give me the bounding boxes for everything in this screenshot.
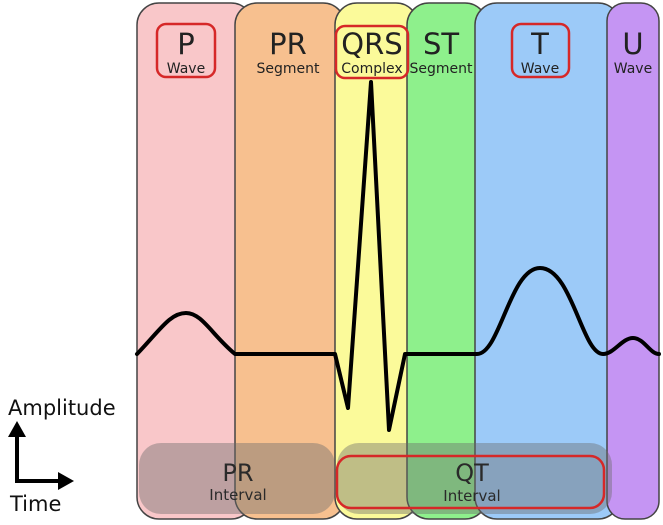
t-wave-title: T <box>530 27 549 61</box>
pr-segment-title: PR <box>269 27 307 61</box>
u-wave-title: U <box>622 27 643 61</box>
st-segment-subtitle: Segment <box>410 61 474 77</box>
pr-interval-subtitle: Interval <box>209 486 266 504</box>
segment-labels: P Wave PR Segment QRS Complex ST Segment… <box>167 27 652 77</box>
qrs-complex-title: QRS <box>341 27 402 61</box>
p-wave-subtitle: Wave <box>167 61 205 77</box>
qrs-complex-subtitle: Complex <box>341 61 402 77</box>
u-wave-subtitle: Wave <box>614 61 652 77</box>
label-highlights <box>155 22 571 80</box>
t-wave-band <box>474 2 621 520</box>
p-wave-highlight <box>155 22 217 79</box>
interval-bars <box>139 443 612 514</box>
pr-segment-subtitle: Segment <box>257 61 321 77</box>
qrs-complex-band <box>334 2 419 520</box>
t-wave-subtitle: Wave <box>521 61 559 77</box>
p-wave-title: P <box>177 27 195 61</box>
segment-bands <box>136 2 660 520</box>
ecg-trace <box>135 80 661 432</box>
x-axis-arrowhead <box>58 472 74 490</box>
y-axis-arrowhead <box>8 421 26 437</box>
t-wave-highlight <box>510 22 571 79</box>
u-wave-band <box>606 2 660 520</box>
qt-interval-subtitle: Interval <box>443 487 500 505</box>
time-label: Time <box>9 492 61 516</box>
pr-interval-bar <box>139 443 335 514</box>
pr-segment-band <box>234 2 346 520</box>
qrs-complex-highlight <box>334 24 410 80</box>
amplitude-label: Amplitude <box>8 396 116 420</box>
pr-interval-title: PR <box>222 459 253 487</box>
axes-indicator: Amplitude Time <box>8 396 116 516</box>
qt-interval-highlight <box>335 454 606 510</box>
qt-interval-title: QT <box>455 459 489 487</box>
qt-interval-bar <box>337 443 612 514</box>
interval-labels: PR Interval QT Interval <box>209 459 500 505</box>
st-segment-title: ST <box>423 27 459 61</box>
